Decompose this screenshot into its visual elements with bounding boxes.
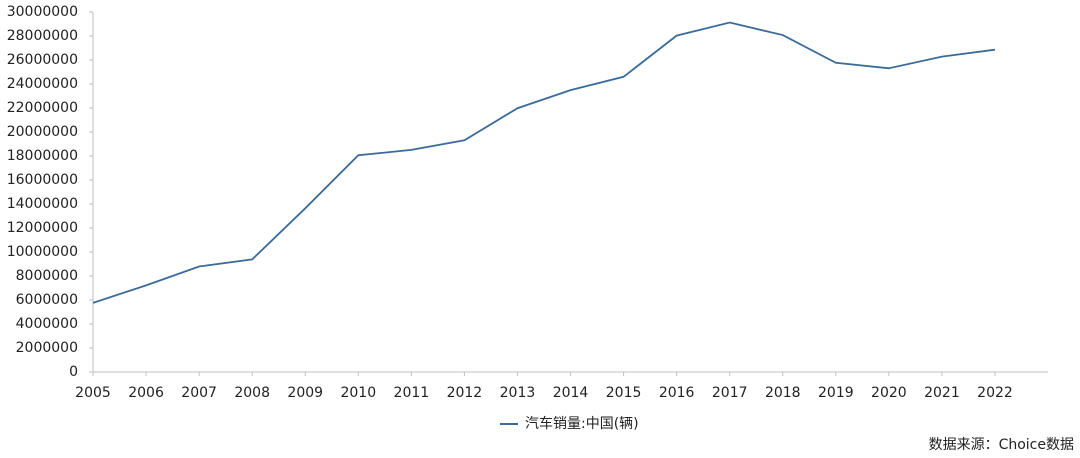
x-tick-label: 2018	[765, 385, 801, 401]
data-line	[92, 21, 996, 304]
x-tick-label: 2015	[606, 385, 642, 401]
source-note: 数据来源：Choice数据	[929, 437, 1074, 453]
y-tick-label: 16000000	[7, 172, 78, 188]
x-tick-label: 2010	[340, 385, 376, 401]
y-tick-label: 6000000	[16, 292, 78, 308]
legend-label: 汽车销量:中国(辆)	[525, 415, 639, 432]
y-tick-label: 28000000	[7, 28, 78, 44]
x-tick-label: 2008	[234, 385, 270, 401]
y-tick-label: 26000000	[7, 52, 78, 68]
x-tick-label: 2013	[500, 385, 536, 401]
y-tick-label: 22000000	[7, 100, 78, 116]
x-tick-label: 2019	[818, 385, 854, 401]
y-tick-label: 4000000	[16, 316, 78, 332]
y-tick-label: 20000000	[7, 124, 78, 140]
y-tick-label: 8000000	[16, 268, 78, 284]
x-tick-label: 2009	[287, 385, 323, 401]
x-tick-label: 2005	[75, 385, 111, 401]
x-tick-label: 2016	[659, 385, 695, 401]
y-tick-label: 30000000	[7, 4, 78, 20]
y-tick-label: 2000000	[16, 340, 78, 356]
x-tick-label: 2007	[181, 385, 217, 401]
y-tick-label: 10000000	[7, 244, 78, 260]
x-tick-label: 2021	[924, 385, 960, 401]
x-tick-label: 2014	[553, 385, 589, 401]
x-tick-label: 2011	[394, 385, 430, 401]
y-tick-label: 0	[69, 364, 78, 380]
y-tick-label: 18000000	[7, 148, 78, 164]
y-tick-label: 24000000	[7, 76, 78, 92]
x-tick-label: 2020	[871, 385, 907, 401]
x-tick-label: 2006	[128, 385, 164, 401]
x-tick-label: 2022	[977, 385, 1013, 401]
x-tick-label: 2017	[712, 385, 748, 401]
y-tick-label: 12000000	[7, 220, 78, 236]
y-tick-label: 14000000	[7, 196, 78, 212]
x-tick-label: 2012	[447, 385, 483, 401]
